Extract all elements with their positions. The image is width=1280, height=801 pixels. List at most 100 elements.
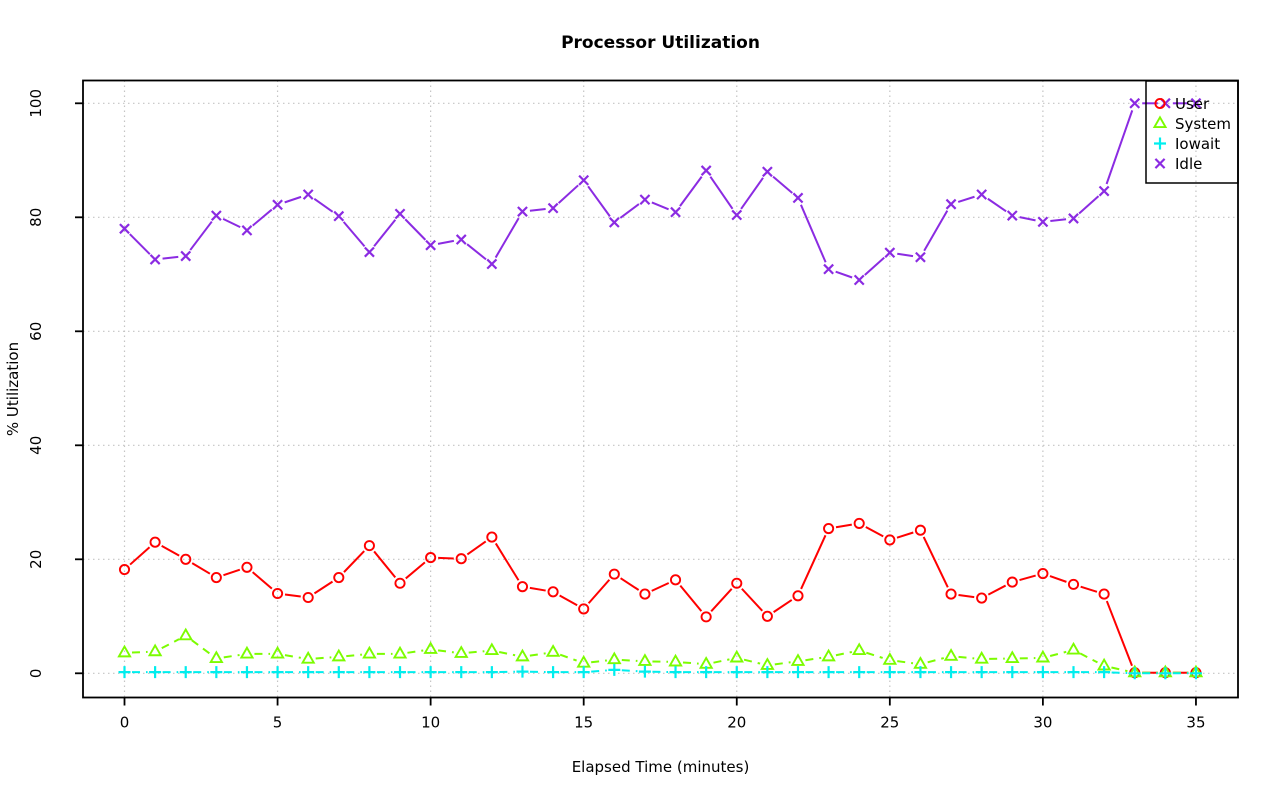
iowait-point	[332, 666, 345, 679]
series-system-segment	[805, 656, 822, 662]
series-idle-segment	[619, 203, 640, 219]
series-idle-segment	[587, 185, 611, 217]
series-system-segment	[161, 638, 180, 650]
series-idle-segment	[835, 270, 853, 279]
legend: User System Iowait Idle	[1145, 80, 1239, 184]
idle-point	[1006, 210, 1018, 221]
y-tick-label: 60	[27, 322, 45, 341]
series-system-segment	[223, 654, 240, 659]
idle-point	[180, 250, 192, 262]
series-system-segment	[407, 649, 424, 654]
series-iowait-segment	[1111, 671, 1128, 675]
system-point	[300, 650, 316, 664]
idle-point	[486, 258, 498, 270]
user-point	[210, 571, 222, 584]
series-system-segment	[529, 652, 546, 657]
plot-box	[82, 79, 1239, 699]
series-user-segment	[438, 556, 454, 560]
series-idle-segment	[709, 176, 734, 210]
legend-marker-triangle-icon	[1152, 115, 1168, 129]
system-point	[515, 648, 530, 662]
system-point	[117, 644, 132, 658]
series-user-segment	[373, 550, 397, 579]
user-point	[1037, 568, 1049, 580]
user-point	[1098, 588, 1110, 600]
user-point	[884, 534, 896, 546]
series-idle-segment	[222, 217, 241, 229]
series-idle-segment	[651, 201, 669, 211]
series-idle-segment	[437, 239, 455, 245]
series-user-segment	[1080, 585, 1098, 593]
idle-point	[976, 189, 988, 200]
system-point	[882, 652, 898, 665]
series-system-segment	[346, 653, 363, 658]
idle-point	[394, 208, 406, 220]
series-user-segment	[313, 580, 334, 595]
y-tick-label: 100	[27, 89, 45, 118]
series-system-segment	[682, 661, 699, 665]
y-tick-label: 20	[27, 550, 45, 569]
series-system-segment	[315, 656, 332, 660]
x-tick-label: 20	[727, 714, 746, 732]
x-tick-label: 35	[1186, 714, 1205, 732]
series-idle-segment	[494, 217, 520, 259]
legend-marker-circle-icon	[1154, 97, 1166, 110]
iowait-point	[761, 666, 774, 679]
system-point	[943, 648, 959, 661]
user-point	[118, 564, 131, 576]
system-point	[484, 642, 500, 656]
x-tick-label: 0	[120, 714, 130, 732]
system-point	[607, 651, 622, 665]
series-user-segment	[620, 577, 640, 591]
series-system-segment	[1049, 650, 1067, 657]
iowait-point	[363, 666, 376, 679]
series-idle-segment	[373, 219, 397, 247]
y-tick-label: 0	[27, 669, 45, 679]
user-point	[516, 581, 529, 593]
user-point	[639, 588, 651, 600]
system-point	[362, 645, 377, 659]
series-system-segment	[774, 661, 791, 666]
series-idle-segment	[1078, 195, 1100, 215]
series-idle-segment	[252, 208, 273, 227]
idle-point	[1098, 185, 1110, 197]
series-system-segment	[284, 654, 301, 659]
series-user-segment	[161, 544, 180, 557]
user-point	[302, 591, 314, 604]
series-user-segment	[1019, 574, 1036, 582]
system-point	[729, 649, 744, 663]
iowait-point	[883, 666, 896, 679]
iowait-point	[118, 666, 131, 679]
series-user-segment	[559, 594, 578, 607]
iowait-point	[240, 666, 253, 679]
series-idle-segment	[1019, 216, 1036, 222]
idle-point	[792, 192, 804, 204]
idle-point	[241, 225, 253, 236]
iowait-point	[822, 666, 835, 679]
iowait-point	[791, 666, 804, 679]
series-system-segment	[743, 658, 761, 665]
legend-item-iowait: Iowait	[1154, 135, 1220, 153]
series-user-segment	[529, 586, 546, 592]
series-user-segment	[223, 568, 241, 577]
idle-point	[853, 274, 865, 286]
system-point	[392, 645, 408, 659]
series-system-segment	[713, 658, 730, 664]
legend-item-system: System	[1152, 115, 1231, 133]
series-user-segment	[494, 542, 520, 581]
system-point	[239, 645, 255, 659]
iowait-point	[1189, 667, 1202, 680]
idle-point	[884, 247, 896, 259]
iowait-point	[394, 666, 407, 679]
legend-label: User	[1175, 95, 1210, 113]
system-point	[1035, 649, 1051, 663]
user-point	[792, 590, 804, 602]
series-iowait-segment	[621, 669, 638, 673]
user-point	[149, 536, 161, 548]
series-idle-segment	[740, 177, 764, 210]
series-idle-segment	[529, 208, 546, 212]
idle-point	[302, 189, 314, 200]
idle-point	[761, 166, 773, 178]
axes: 0 5 10 15 20 25 30 35 0 20 40 60 80 100	[27, 89, 1206, 732]
user-point	[976, 592, 988, 604]
